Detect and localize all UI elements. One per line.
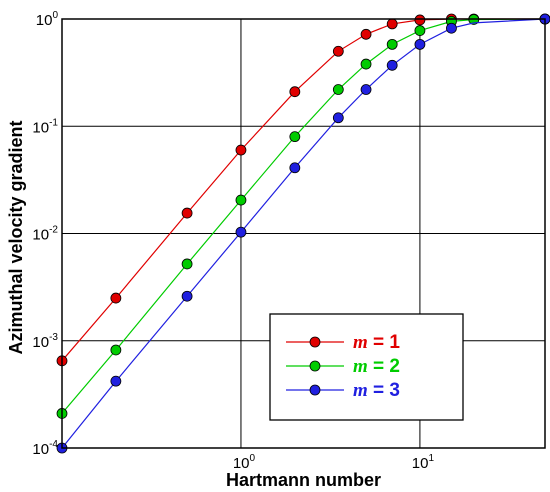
data-point: [181, 290, 193, 302]
data-point: [332, 84, 344, 95]
tick-labels: 100 101 10-4 10-3 10-2 10-1 100: [32, 10, 434, 472]
y-tick-label: 10-3: [32, 332, 58, 351]
data-point: [386, 59, 398, 71]
data-point: [181, 207, 193, 219]
series-layer: [56, 13, 550, 454]
plot-frame: [61, 18, 546, 449]
y-tick-label: 100: [36, 10, 59, 29]
y-tick-label: 10-2: [32, 225, 58, 244]
legend-marker: [309, 336, 321, 348]
data-point: [110, 292, 122, 304]
data-point: [386, 18, 398, 30]
x-tick-label: 101: [412, 453, 435, 472]
x-axis-label: Hartmann number: [226, 470, 381, 490]
data-point: [289, 131, 301, 143]
data-point: [414, 38, 426, 50]
y-tick-label: 10-4: [32, 439, 58, 458]
legend-label: m = 1: [353, 332, 400, 353]
data-point: [360, 84, 372, 95]
legend-marker: [309, 384, 321, 396]
data-point: [110, 344, 122, 356]
legend-label: m = 2: [353, 356, 400, 377]
y-axis-label: Azimuthal velocity gradient: [6, 120, 26, 354]
data-point: [332, 112, 344, 124]
data-point: [414, 25, 426, 36]
data-point: [235, 144, 247, 156]
series-line: [61, 18, 545, 362]
legend-box: [269, 313, 464, 421]
data-point: [235, 194, 247, 206]
data-point: [289, 86, 301, 98]
x-tick-label: 100: [233, 453, 256, 472]
data-point: [181, 258, 193, 270]
data-point: [110, 375, 122, 387]
data-point: [332, 45, 344, 57]
data-point: [386, 38, 398, 50]
data-point: [360, 28, 372, 40]
series-1: [56, 13, 550, 367]
data-point: [360, 58, 372, 70]
legend: m = 1 m = 2 m = 3: [269, 313, 464, 421]
legend-label: m = 3: [353, 380, 400, 401]
data-point: [289, 162, 301, 174]
data-point: [235, 226, 247, 238]
y-tick-label: 10-1: [32, 117, 58, 136]
legend-marker: [309, 360, 321, 372]
data-point: [414, 14, 426, 26]
data-point: [446, 22, 457, 34]
